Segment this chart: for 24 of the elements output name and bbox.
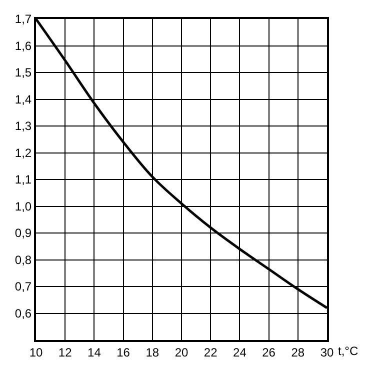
y-tick-label: 1,6	[14, 38, 32, 53]
x-tick-label: 16	[116, 345, 130, 360]
x-axis-title: t,°C	[338, 344, 358, 358]
y-tick-label: 1,0	[14, 199, 32, 214]
y-tick-label: 1,2	[14, 146, 32, 160]
x-tick-label: 20	[174, 345, 188, 360]
y-tick-label: 1,5	[14, 66, 32, 80]
x-tick-label: 26	[262, 345, 276, 360]
x-tick-label: 28	[291, 345, 305, 360]
y-tick-label: 1,4	[14, 92, 32, 106]
x-tick-label: 18	[146, 345, 160, 360]
y-tick-label: 0,7	[14, 280, 32, 294]
x-tick-label: 24	[233, 345, 247, 360]
y-tick-label: 0,6	[14, 306, 32, 320]
x-tick-label: 10	[29, 345, 43, 360]
y-tick-label: 1,1	[14, 172, 32, 187]
x-tick-label: 14	[88, 345, 102, 360]
x-tick-label: 12	[58, 345, 72, 360]
x-tick-label: 30	[320, 345, 334, 360]
y-tick-label: 0,8	[14, 252, 32, 267]
x-tick-label: 22	[204, 345, 218, 360]
y-tick-label: 1,7	[14, 12, 32, 26]
y-tick-label: 0,9	[14, 226, 32, 240]
y-tick-label: 1,3	[14, 119, 32, 134]
